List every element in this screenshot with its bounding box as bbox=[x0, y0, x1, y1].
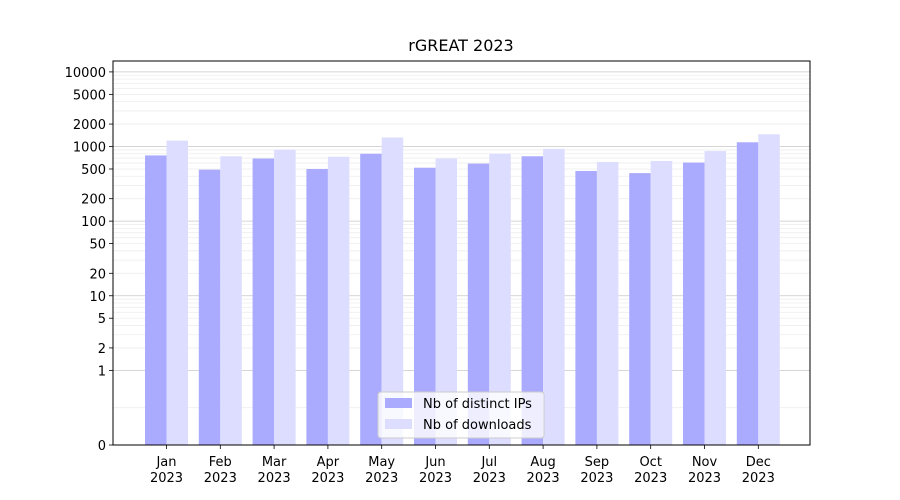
legend: Nb of distinct IPs Nb of downloads bbox=[377, 391, 545, 439]
legend-label-ips: Nb of distinct IPs bbox=[423, 397, 532, 412]
plot-area-frame bbox=[112, 60, 811, 446]
y-tick-label: 2000 bbox=[73, 118, 106, 133]
bar-downloads bbox=[274, 149, 296, 445]
x-tick-label: Jun 2023 bbox=[419, 455, 452, 486]
bar-downloads bbox=[489, 153, 511, 445]
legend-label-downloads: Nb of downloads bbox=[423, 418, 532, 433]
chart-title: rGREAT 2023 bbox=[408, 36, 513, 55]
y-tick-label: 2 bbox=[98, 342, 106, 357]
x-tick-label: Aug 2023 bbox=[527, 455, 560, 486]
x-tick-label: Apr 2023 bbox=[311, 455, 344, 486]
y-tick-label: 200 bbox=[81, 193, 106, 208]
bar-distinct-ips bbox=[467, 163, 490, 445]
bar-downloads bbox=[435, 158, 457, 445]
y-tick-label: 1000 bbox=[73, 141, 106, 156]
bar-downloads bbox=[166, 140, 188, 445]
bar-distinct-ips bbox=[145, 155, 167, 446]
y-tick-label: 100 bbox=[81, 215, 106, 230]
bar-distinct-ips bbox=[252, 158, 275, 445]
bar-distinct-ips bbox=[306, 168, 328, 446]
bar-downloads bbox=[758, 134, 780, 446]
bar-distinct-ips bbox=[521, 156, 544, 445]
y-tick-label: 500 bbox=[81, 163, 106, 178]
bar-distinct-ips bbox=[575, 170, 597, 445]
x-tick-label: Nov 2023 bbox=[688, 455, 721, 486]
bar-distinct-ips bbox=[629, 173, 651, 445]
bar-downloads bbox=[650, 160, 673, 445]
x-tick-label: Mar 2023 bbox=[258, 455, 291, 486]
bar-distinct-ips bbox=[414, 167, 436, 445]
y-axis: 0 1 2 5 10 20 50 100 200 500 1000 2000 5000 10000 bbox=[65, 66, 113, 454]
bar-distinct-ips bbox=[683, 162, 705, 445]
bar-distinct-ips bbox=[736, 142, 759, 445]
y-tick-label: 50 bbox=[89, 238, 106, 253]
y-tick-label: 1 bbox=[98, 364, 106, 379]
y-tick-label: 10 bbox=[89, 290, 106, 305]
x-tick-label: Feb 2023 bbox=[204, 455, 237, 486]
x-tick-label: Jul 2023 bbox=[473, 455, 506, 486]
y-tick-label: 0 bbox=[98, 439, 106, 454]
x-tick-label: Jan 2023 bbox=[150, 455, 183, 486]
y-tick-label: 10000 bbox=[65, 66, 106, 81]
bar-downloads bbox=[220, 156, 242, 445]
bar-downloads bbox=[381, 137, 404, 445]
bar-distinct-ips bbox=[198, 169, 221, 445]
y-tick-label: 5000 bbox=[73, 88, 106, 103]
bar-downloads bbox=[596, 162, 619, 445]
x-tick-label: Oct 2023 bbox=[634, 455, 667, 486]
legend-swatch-downloads bbox=[385, 419, 412, 429]
bar-downloads bbox=[704, 151, 726, 445]
x-tick-label: May 2023 bbox=[365, 455, 398, 486]
bar-downloads bbox=[327, 156, 350, 445]
bar-distinct-ips bbox=[360, 153, 382, 445]
bars bbox=[145, 134, 780, 446]
y-tick-label: 5 bbox=[98, 312, 106, 327]
legend-swatch-ips bbox=[385, 398, 412, 408]
x-axis: Jan 2023 Feb 2023 Mar 2023 Apr 2023 May 2023 Jun 20… bbox=[150, 445, 775, 486]
y-tick-label: 20 bbox=[89, 267, 106, 282]
bar-downloads bbox=[543, 148, 565, 445]
x-tick-label: Dec 2023 bbox=[742, 455, 775, 486]
legend-box bbox=[377, 391, 545, 439]
x-tick-label: Sep 2023 bbox=[580, 455, 613, 486]
